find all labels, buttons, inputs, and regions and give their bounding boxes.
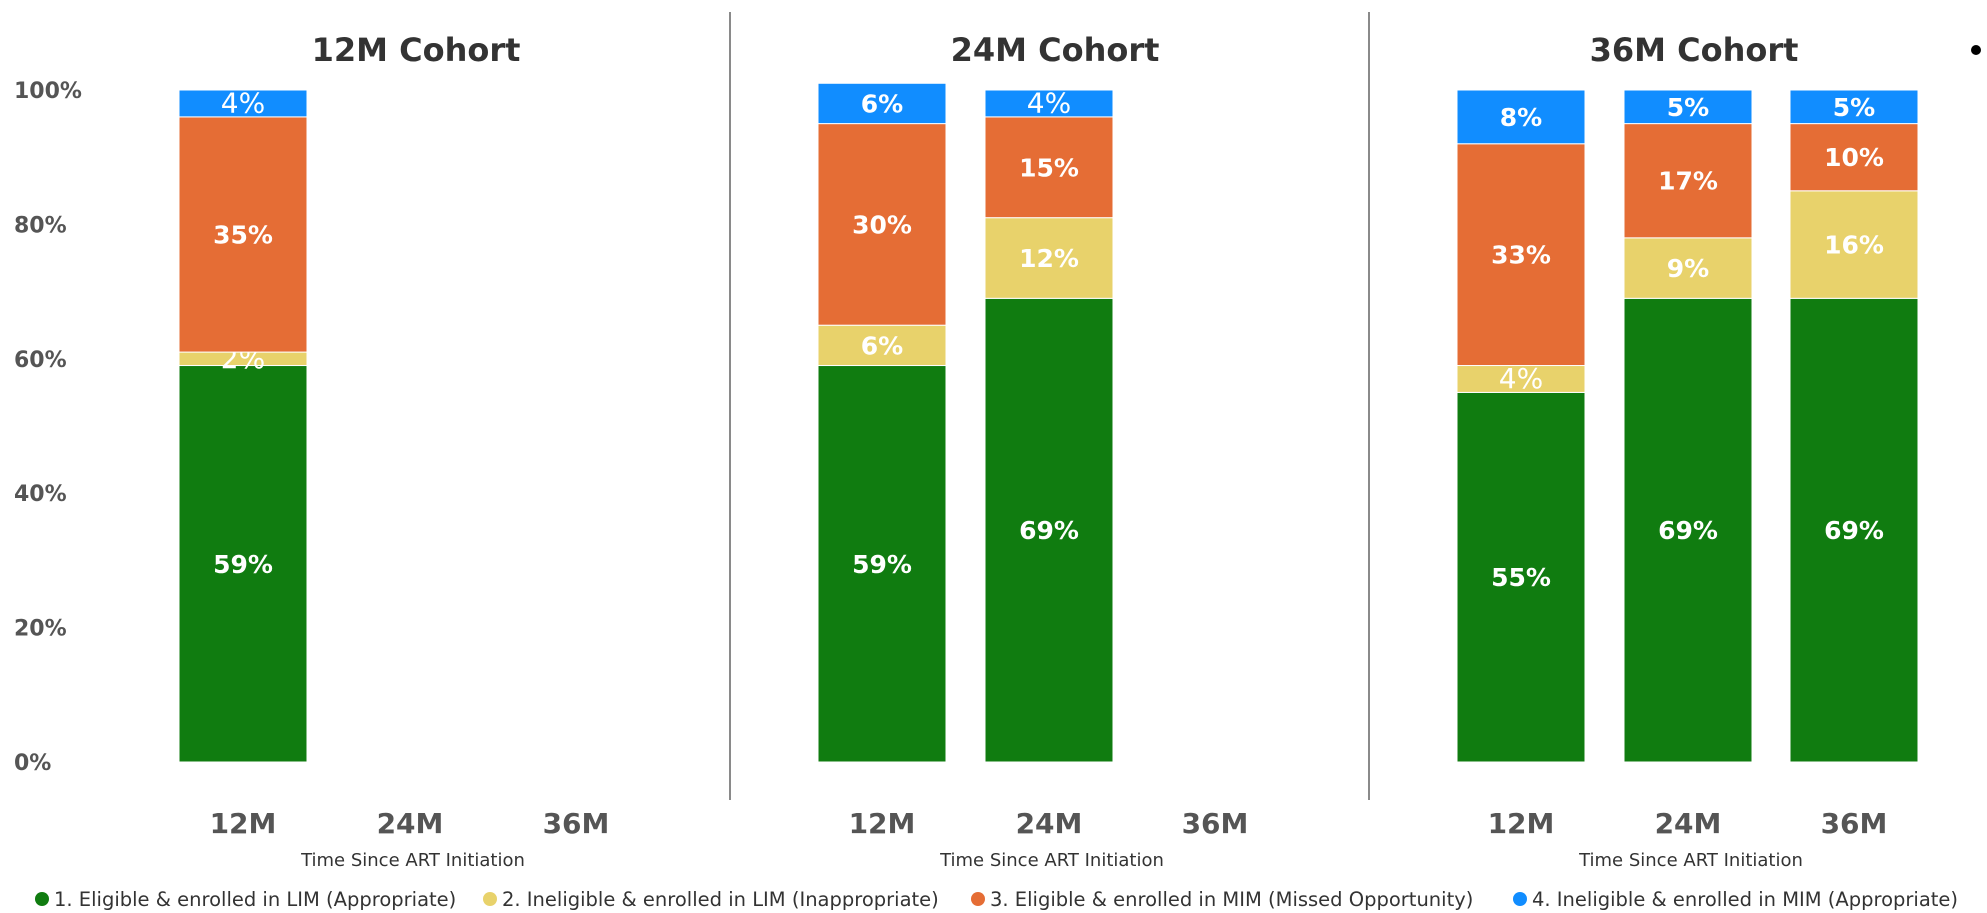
x-tick-label: 24M: [1655, 807, 1722, 840]
x-tick-label: 12M: [210, 807, 277, 840]
data-label: 59%: [852, 550, 912, 579]
bar-segment: [178, 89, 308, 118]
data-label: 4%: [1499, 362, 1543, 395]
legend-label: 1. Eligible & enrolled in LIM (Appropria…: [54, 888, 456, 911]
legend-item: 2. Ineligible & enrolled in LIM (Inappro…: [483, 888, 939, 911]
legend-label: 4. Ineligible & enrolled in MIM (Appropr…: [1532, 888, 1958, 911]
data-label: 8%: [1500, 103, 1542, 132]
legend: 1. Eligible & enrolled in LIM (Appropria…: [35, 888, 1958, 911]
x-tick-label: 24M: [377, 807, 444, 840]
y-tick-label: 80%: [14, 213, 67, 238]
bar-segment: [817, 365, 947, 763]
x-tick-label: 24M: [1016, 807, 1083, 840]
data-label: 10%: [1824, 143, 1884, 172]
y-tick-label: 0%: [14, 751, 51, 776]
x-tick-label: 36M: [1182, 807, 1249, 840]
legend-marker: [971, 892, 985, 906]
x-axis-label: Time Since ART Initiation: [939, 850, 1164, 871]
bar-segment: [1789, 89, 1919, 125]
y-tick-label: 20%: [14, 617, 67, 642]
y-tick-label: 40%: [14, 482, 67, 507]
y-tick-label: 100%: [14, 79, 82, 104]
x-tick-label: 36M: [1821, 807, 1888, 840]
data-label: 69%: [1824, 516, 1884, 545]
data-label: 5%: [1833, 93, 1875, 122]
data-label: 16%: [1824, 231, 1884, 260]
data-label: 33%: [1491, 241, 1551, 270]
data-label: 4%: [221, 86, 265, 119]
panel-title: 36M Cohort: [1590, 31, 1799, 69]
panel-title: 24M Cohort: [951, 31, 1160, 69]
bullet-mark: [1971, 45, 1981, 55]
legend-item: 3. Eligible & enrolled in MIM (Missed Op…: [971, 888, 1473, 911]
data-label: 35%: [213, 220, 273, 249]
data-label: 6%: [861, 89, 903, 118]
data-label: 12%: [1019, 244, 1079, 273]
data-label: 69%: [1019, 516, 1079, 545]
bar-segment: [817, 324, 947, 367]
x-tick-label: 36M: [543, 807, 610, 840]
legend-label: 2. Ineligible & enrolled in LIM (Inappro…: [502, 888, 939, 911]
bar-segment: [178, 365, 308, 763]
legend-marker: [483, 892, 497, 906]
data-label: 6%: [861, 331, 903, 360]
cohort-panel: 24M Cohort 12M 59% 6% 30% 6% 24M 69% 12% 15% 4% 36M…: [817, 31, 1249, 871]
bar-segment: [1456, 391, 1586, 763]
data-label: 17%: [1658, 167, 1718, 196]
y-axis: 0% 20% 40% 60% 80% 100%: [14, 79, 82, 776]
data-label: 30%: [852, 210, 912, 239]
bar-segment: [1456, 365, 1586, 393]
legend-item: 4. Ineligible & enrolled in MIM (Appropr…: [1513, 888, 1958, 911]
data-label: 9%: [1667, 254, 1709, 283]
bar-segment: [178, 116, 308, 353]
bar-segment: [1456, 89, 1586, 145]
data-label: 15%: [1019, 153, 1079, 182]
data-label: 5%: [1667, 93, 1709, 122]
y-tick-label: 60%: [14, 348, 67, 373]
data-label: 4%: [1027, 86, 1071, 119]
legend-marker: [35, 892, 49, 906]
panel-separators: [729, 12, 1370, 800]
legend-label: 3. Eligible & enrolled in MIM (Missed Op…: [990, 888, 1473, 911]
bar-segment: [1789, 190, 1919, 299]
bar-segment: [984, 116, 1114, 219]
bar-segment: [1623, 123, 1753, 239]
legend-marker: [1513, 892, 1527, 906]
legend-item: 1. Eligible & enrolled in LIM (Appropria…: [35, 888, 456, 911]
x-tick-label: 12M: [849, 807, 916, 840]
x-axis-label: Time Since ART Initiation: [1578, 850, 1803, 871]
bar-segment: [817, 123, 947, 326]
data-label: 59%: [213, 550, 273, 579]
bar-segment: [1789, 123, 1919, 192]
panel-title: 12M Cohort: [312, 31, 521, 69]
cohort-panel: 36M Cohort 12M 55% 4% 33% 8% 24M 69% 9% 17% 5% 36M 6…: [1456, 31, 1919, 871]
bar-segment: [984, 297, 1114, 763]
data-label: 69%: [1658, 516, 1718, 545]
bar-segment: [1623, 237, 1753, 299]
bar-segment: [1623, 297, 1753, 763]
bar-segment: [984, 89, 1114, 118]
bar-segment: [1623, 89, 1753, 125]
data-label: 55%: [1491, 563, 1551, 592]
bar-segment: [1456, 143, 1586, 367]
x-axis-label: Time Since ART Initiation: [300, 850, 525, 871]
bar-segment: [1789, 297, 1919, 763]
bar-segment: [984, 217, 1114, 299]
x-tick-label: 12M: [1488, 807, 1555, 840]
bar-segment: [817, 82, 947, 125]
